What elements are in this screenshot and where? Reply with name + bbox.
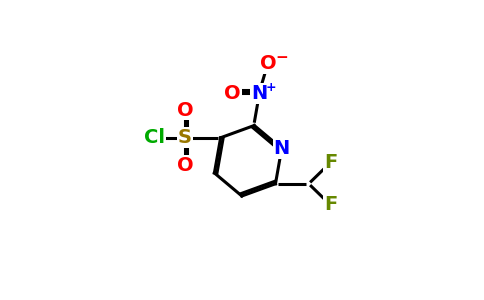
Text: O: O (177, 156, 193, 175)
Text: N: N (251, 84, 267, 103)
Text: O: O (177, 100, 193, 119)
Text: F: F (324, 195, 337, 214)
Text: −: − (275, 50, 288, 65)
Text: +: + (265, 81, 276, 94)
Text: O: O (260, 54, 276, 73)
Text: O: O (224, 84, 241, 103)
Text: F: F (324, 154, 337, 172)
Text: N: N (273, 139, 290, 158)
Text: S: S (178, 128, 192, 147)
Text: Cl: Cl (144, 128, 166, 147)
